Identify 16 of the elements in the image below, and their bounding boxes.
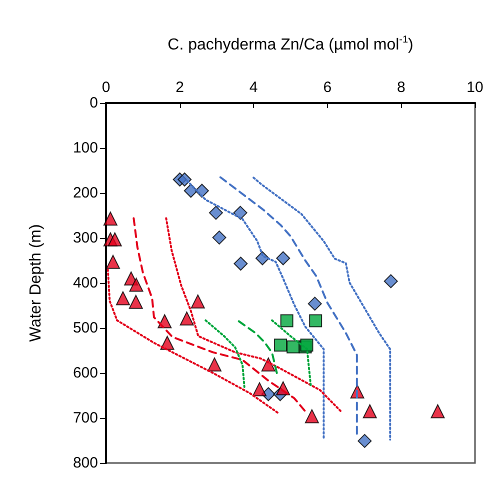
y-tick-label: 700 [72, 410, 98, 426]
x-tick-label: 0 [102, 79, 110, 96]
y-tick-label: 500 [72, 320, 98, 336]
x-tick-label: 2 [176, 79, 184, 96]
y-tick-label: 300 [72, 230, 98, 246]
x-tick-label: 8 [397, 79, 406, 96]
y-tick-label: 0 [90, 94, 98, 112]
y-tick-label: 100 [72, 140, 98, 156]
x-tick-label: 4 [249, 79, 258, 96]
y-axis-title: Water Depth (m) [28, 224, 44, 342]
x-tick-label: 10 [466, 79, 484, 96]
y-tick-label: 600 [72, 364, 98, 382]
y-tick-label: 200 [72, 184, 98, 202]
x-tick-label: 6 [323, 79, 332, 96]
y-tick-label: 800 [72, 454, 98, 472]
y-tick-label: 400 [72, 274, 98, 292]
